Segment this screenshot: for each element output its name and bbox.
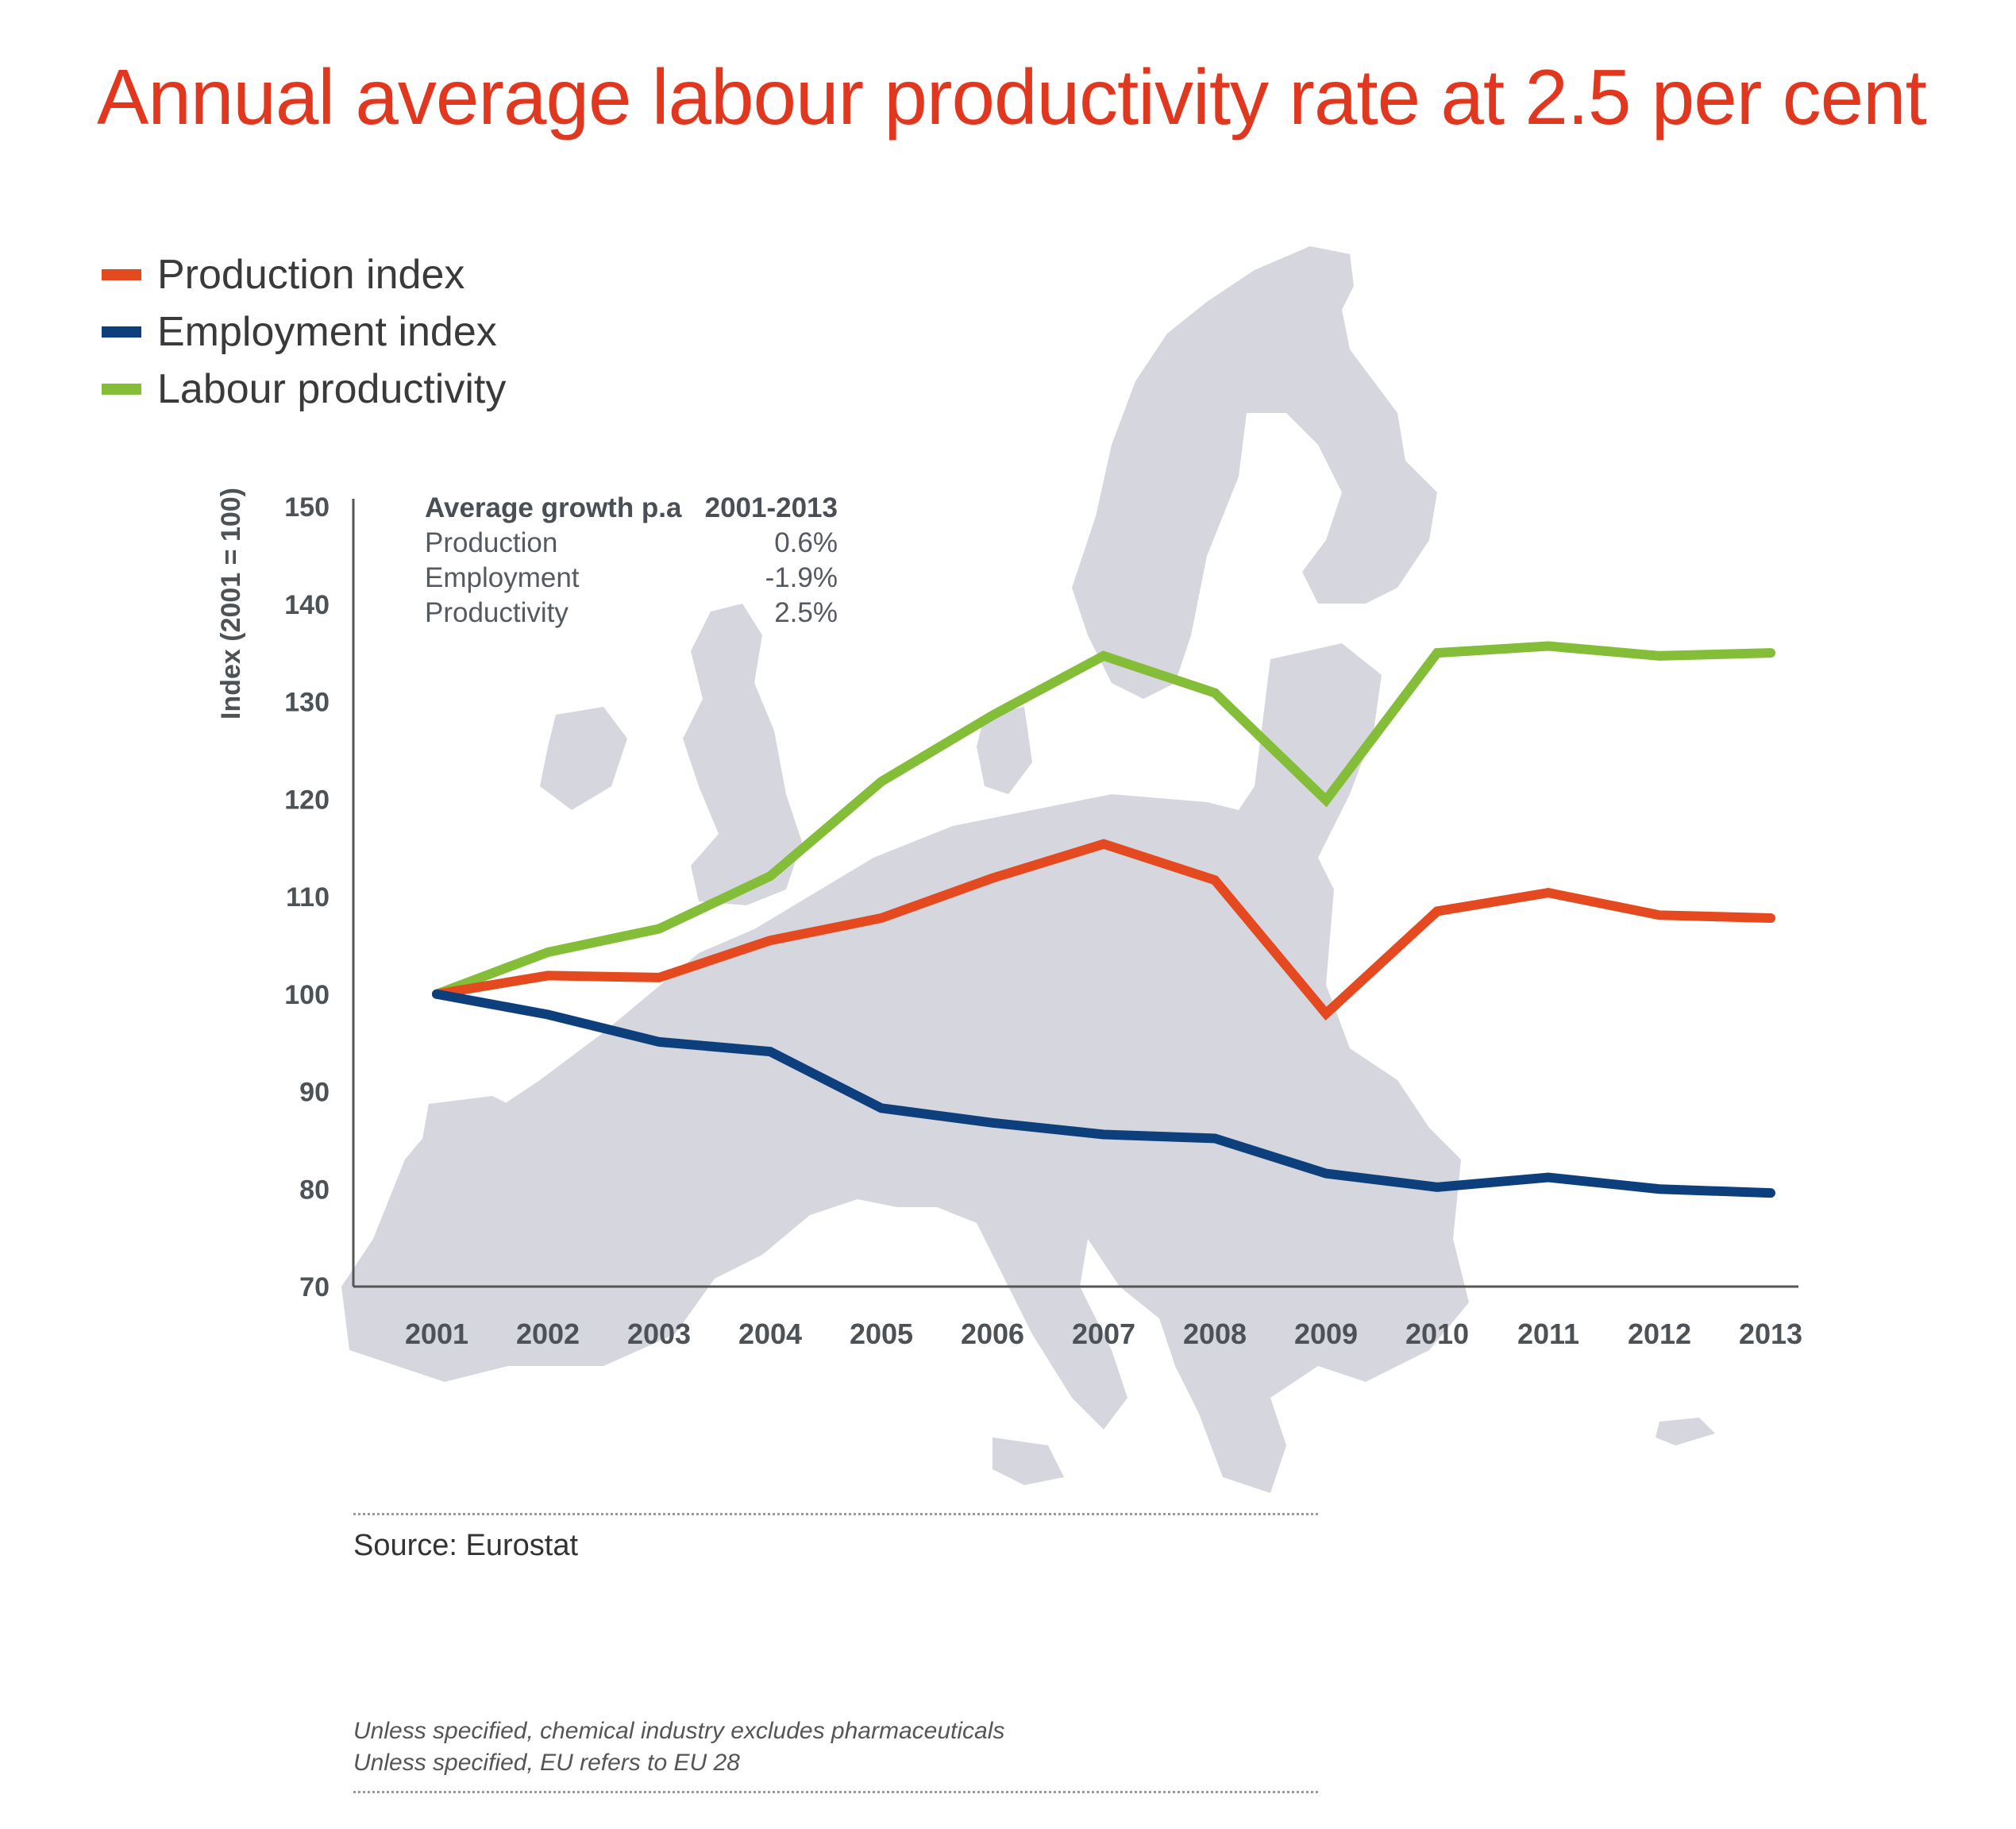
data-point	[1770, 917, 1771, 920]
data-point	[1548, 892, 1549, 894]
footnote: Unless specified, EU refers to EU 28	[353, 1750, 740, 1776]
data-point	[1659, 914, 1660, 916]
summary-label: Employment	[425, 562, 580, 593]
data-point	[1659, 1188, 1660, 1190]
data-point	[1548, 1176, 1549, 1179]
data-point	[1325, 1013, 1327, 1015]
data-point	[1770, 1192, 1771, 1194]
summary-value: 2.5%	[774, 597, 838, 628]
x-tick-label: 2012	[1628, 1318, 1691, 1350]
legend-label-production: Production index	[157, 252, 465, 298]
summary-row-productivity: Productivity 2.5%	[425, 596, 838, 631]
summary-label: Productivity	[425, 597, 569, 628]
data-point	[1325, 799, 1327, 801]
data-point	[547, 974, 549, 977]
x-tick-label: 2013	[1739, 1318, 1802, 1350]
summary-row-production: Production 0.6%	[425, 526, 838, 561]
data-point	[1548, 645, 1549, 647]
data-point	[1436, 910, 1438, 913]
data-point	[1770, 652, 1771, 654]
data-point	[658, 976, 660, 978]
data-point	[1103, 654, 1104, 657]
average-growth-summary: Average growth p.a 2001-2013 Production …	[425, 491, 838, 631]
x-tick-label: 2005	[850, 1318, 913, 1350]
x-tick-label: 2008	[1183, 1318, 1247, 1350]
y-tick-label: 130	[284, 688, 330, 718]
source-divider	[353, 1513, 1318, 1515]
summary-row-employment: Employment -1.9%	[425, 561, 838, 596]
data-point	[881, 917, 882, 920]
data-point	[1659, 654, 1660, 657]
y-tick-label: 90	[299, 1078, 330, 1108]
data-point	[1214, 879, 1216, 882]
footnote-divider	[353, 1791, 1318, 1793]
legend-label-productivity: Labour productivity	[157, 366, 507, 412]
data-point	[992, 714, 993, 716]
y-tick-label: 120	[284, 785, 330, 815]
legend-swatch-production	[102, 269, 141, 280]
data-point	[1325, 1172, 1327, 1175]
y-axis-label: Index (2001 = 100)	[216, 488, 246, 720]
source-note: Source: Eurostat	[353, 1529, 579, 1562]
x-tick-label: 2010	[1405, 1318, 1469, 1350]
legend-swatch-employment	[102, 326, 141, 338]
y-tick-label: 150	[284, 492, 330, 523]
summary-header-value: 2001-2013	[704, 492, 838, 523]
footnote: Unless specified, chemical industry excl…	[353, 1718, 1005, 1744]
y-tick-label: 70	[299, 1272, 330, 1302]
data-point	[881, 781, 882, 783]
y-tick-label: 80	[299, 1175, 330, 1205]
x-tick-label: 2011	[1517, 1318, 1579, 1350]
data-point	[769, 875, 771, 878]
data-point	[658, 1040, 660, 1043]
data-point	[547, 951, 549, 953]
legend-label-employment: Employment index	[157, 309, 497, 355]
data-point	[992, 1121, 993, 1124]
x-tick-label: 2006	[961, 1318, 1024, 1350]
summary-label: Production	[425, 527, 558, 558]
x-tick-label: 2007	[1072, 1318, 1135, 1350]
x-tick-label: 2002	[516, 1318, 580, 1350]
data-point	[1436, 652, 1438, 654]
data-point	[1214, 1137, 1216, 1140]
summary-header-label: Average growth p.a	[425, 492, 682, 523]
footnotes: Unless specified, chemical industry excl…	[353, 1715, 1004, 1779]
data-point	[547, 1013, 549, 1016]
data-point	[1214, 692, 1216, 694]
x-tick-label: 2001	[405, 1318, 468, 1350]
data-point	[1103, 1133, 1104, 1136]
data-point	[436, 993, 438, 995]
legend: Production index Employment index Labour…	[102, 246, 506, 418]
data-point	[1103, 843, 1104, 845]
chart-title: Annual average labour productivity rate …	[97, 53, 1927, 141]
data-point	[658, 928, 660, 930]
legend-swatch-productivity	[102, 384, 141, 395]
legend-item-production: Production index	[102, 246, 506, 303]
y-tick-label: 100	[284, 980, 330, 1010]
legend-item-productivity: Labour productivity	[102, 361, 506, 418]
x-tick-label: 2009	[1294, 1318, 1358, 1350]
x-tick-label: 2004	[738, 1318, 802, 1350]
y-tick-label: 110	[286, 882, 330, 913]
data-point	[769, 940, 771, 942]
legend-item-employment: Employment index	[102, 303, 506, 361]
summary-header-row: Average growth p.a 2001-2013	[425, 491, 838, 526]
x-tick-label: 2003	[627, 1318, 691, 1350]
summary-value: -1.9%	[765, 562, 838, 593]
y-tick-label: 140	[284, 590, 330, 620]
data-point	[881, 1107, 882, 1109]
summary-value: 0.6%	[774, 527, 838, 558]
data-point	[992, 877, 993, 879]
data-point	[769, 1051, 771, 1053]
data-point	[1436, 1186, 1438, 1188]
